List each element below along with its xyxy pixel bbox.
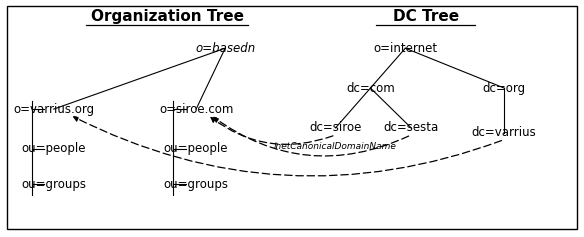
Text: ou=people: ou=people — [22, 142, 86, 155]
Text: dc=varrius: dc=varrius — [472, 126, 537, 139]
Text: o=siroe.com: o=siroe.com — [159, 103, 233, 116]
Text: dc=org: dc=org — [482, 82, 526, 95]
Text: dc=com: dc=com — [346, 82, 395, 95]
Text: o=varrius.org: o=varrius.org — [13, 103, 94, 116]
FancyArrowPatch shape — [211, 118, 333, 144]
FancyArrowPatch shape — [214, 118, 409, 156]
Text: ou=groups: ou=groups — [21, 178, 86, 191]
Text: dc=siroe: dc=siroe — [310, 121, 361, 134]
Text: o=basedn: o=basedn — [195, 42, 255, 55]
Text: Organization Tree: Organization Tree — [91, 9, 244, 24]
Text: DC Tree: DC Tree — [392, 9, 459, 24]
FancyArrowPatch shape — [74, 117, 502, 176]
Text: inetCanonicalDomainName: inetCanonicalDomainName — [274, 142, 397, 151]
Text: ou=people: ou=people — [164, 142, 228, 155]
Text: dc=sesta: dc=sesta — [384, 121, 439, 134]
Text: ou=groups: ou=groups — [164, 178, 228, 191]
Text: o=internet: o=internet — [373, 42, 437, 55]
